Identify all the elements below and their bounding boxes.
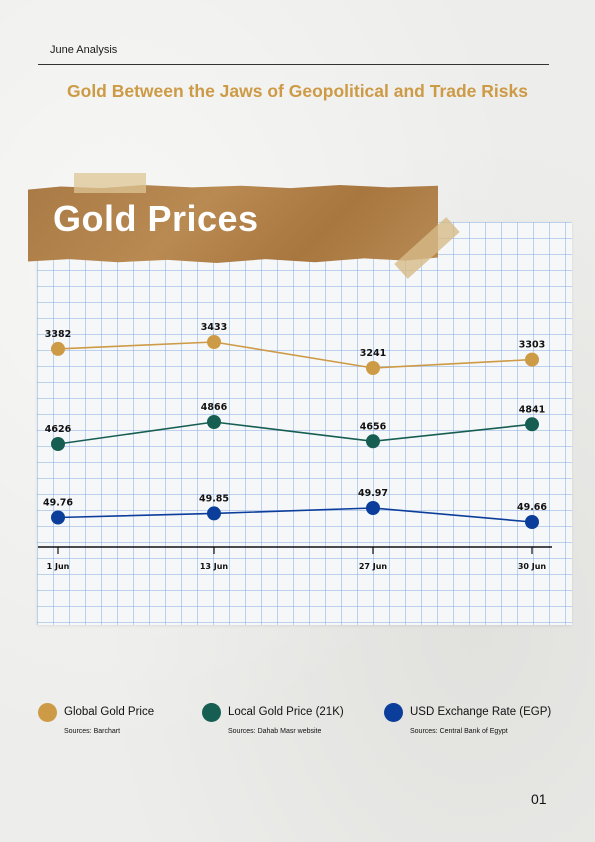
data-label: 49.97 bbox=[358, 488, 388, 499]
data-label: 3382 bbox=[45, 329, 71, 340]
data-point bbox=[366, 501, 380, 515]
data-label: 4656 bbox=[360, 421, 387, 432]
x-tick-label: 1 Jun bbox=[47, 562, 70, 571]
x-tick-label: 27 Jun bbox=[359, 562, 388, 571]
page-number: 01 bbox=[531, 791, 547, 807]
data-point bbox=[51, 341, 65, 356]
legend-source: Sources: Central Bank of Egypt bbox=[410, 728, 508, 735]
data-point bbox=[207, 335, 221, 349]
data-label: 4866 bbox=[201, 402, 228, 413]
headline: Gold Between the Jaws of Geopolitical an… bbox=[67, 81, 528, 101]
data-point bbox=[525, 515, 539, 529]
legend-source: Sources: Barchart bbox=[64, 728, 121, 735]
series-line bbox=[57, 507, 533, 523]
data-label: 4626 bbox=[45, 424, 72, 435]
data-point bbox=[51, 437, 65, 451]
data-label: 49.66 bbox=[517, 502, 547, 513]
kraft-paper-banner bbox=[28, 185, 438, 263]
data-point bbox=[366, 434, 380, 449]
legend-dot-icon bbox=[202, 703, 221, 722]
chart-title: Gold Prices bbox=[53, 198, 259, 239]
legend-label: Global Gold Price bbox=[64, 706, 155, 718]
data-label: 3241 bbox=[360, 348, 386, 359]
grid-paper-background bbox=[37, 222, 572, 625]
data-point bbox=[525, 417, 539, 432]
data-label: 4841 bbox=[519, 404, 545, 415]
legend-label: Local Gold Price (21K) bbox=[228, 706, 344, 718]
x-tick-label: 30 Jun bbox=[518, 562, 547, 571]
section-label: June Analysis bbox=[50, 44, 118, 56]
legend-dot-icon bbox=[384, 703, 403, 722]
tape-strip-top bbox=[74, 173, 146, 193]
data-point bbox=[366, 361, 380, 375]
data-label: 3433 bbox=[201, 322, 227, 333]
legend-label: USD Exchange Rate (EGP) bbox=[410, 706, 552, 718]
data-point bbox=[51, 510, 65, 525]
header-divider bbox=[38, 64, 549, 65]
data-label: 49.85 bbox=[199, 493, 229, 504]
legend-source: Sources: Dahab Masr website bbox=[228, 728, 322, 735]
data-label: 49.76 bbox=[43, 498, 73, 509]
x-tick-label: 13 Jun bbox=[200, 562, 229, 571]
data-point bbox=[207, 506, 221, 521]
data-point bbox=[207, 415, 221, 429]
data-label: 3303 bbox=[519, 340, 545, 351]
series-line bbox=[57, 421, 533, 445]
legend-dot-icon bbox=[38, 703, 57, 722]
data-point bbox=[525, 352, 539, 367]
series-line bbox=[57, 341, 533, 369]
